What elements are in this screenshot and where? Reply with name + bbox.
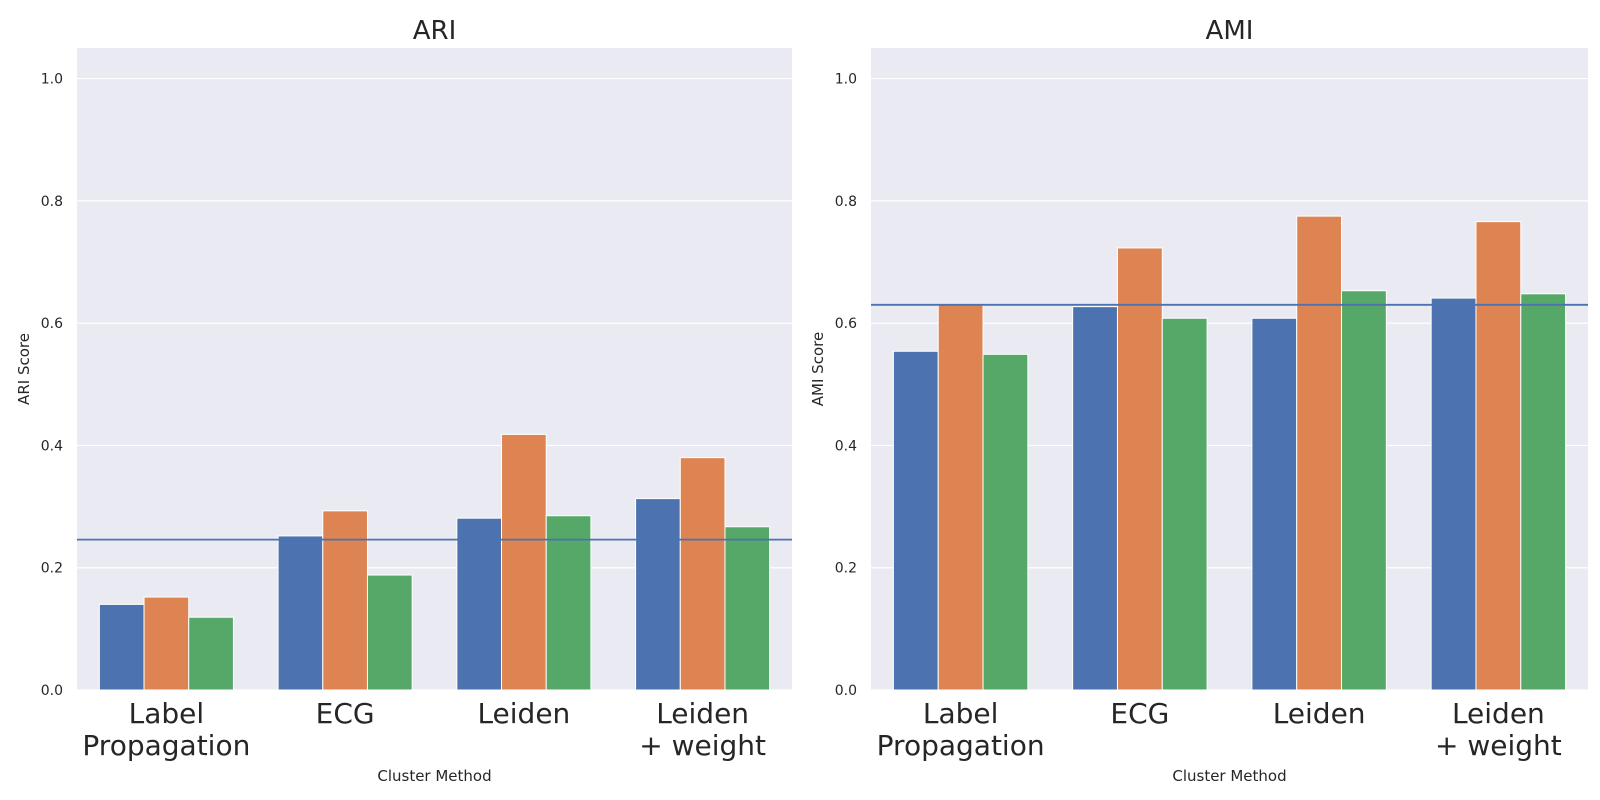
ari-x-tick-label: Leiden [477,697,570,730]
ami-bar-cat3-series1 [1475,221,1522,691]
ami-x-tick-label: Leiden + weight [1435,697,1562,762]
ari-y-tick-label: 0.6 [41,316,63,332]
ari-bar-cat1-series0 [277,535,324,691]
ari-bar-cat3-series0 [635,498,681,691]
ari-bar-cat0-series2 [188,616,234,691]
ari-bar-cat2-series2 [545,515,592,691]
ami-bar-cat2-series0 [1251,317,1298,691]
ami-bar-cat2-series1 [1296,215,1343,691]
ami-bar-cat1-series2 [1161,317,1208,691]
ami-bar-cat1-series1 [1116,247,1163,691]
ami-bar-cat0-series1 [937,304,984,691]
ami-y-tick-label: 0.0 [835,683,857,699]
ari-bar-cat2-series0 [456,517,503,691]
ari-y-tick-label: 0.4 [41,438,63,454]
ari-bar-cat0-series0 [98,603,145,691]
ami-chart-title: AMI [1206,16,1254,46]
ami-bar-cat0-series2 [982,353,1029,691]
ari-x-axis-label: Cluster Method [377,767,491,785]
ari-chart-title: ARI [413,16,457,46]
ami-y-tick-label: 0.6 [835,316,857,332]
ami-x-tick-label: Label Propagation [877,697,1045,762]
ari-x-tick-label: Leiden + weight [639,697,766,762]
ari-bar-cat2-series1 [501,433,547,691]
ari-x-tick-label: Label Propagation [82,697,250,762]
ari-chart-panel: 0.0 0.2 0.4 0.6 0.8 1.0 Label Propagation ECG Lei… [15,16,792,785]
ami-x-tick-label: Leiden [1273,697,1366,730]
ami-bar-cat1-series0 [1072,306,1118,691]
ami-bar-cat3-series0 [1430,297,1477,691]
ari-y-axis-label: ARI Score [15,333,33,405]
ami-x-tick-label: ECG [1110,697,1169,730]
ami-bar-cat3-series2 [1520,293,1567,691]
ari-y-tick-label: 0.0 [41,683,63,699]
ami-y-tick-label: 0.4 [835,438,857,454]
ari-y-tick-label: 0.8 [41,194,63,210]
ami-y-tick-label: 1.0 [835,72,857,88]
ari-bar-cat1-series2 [366,574,413,691]
ari-bar-cat3-series2 [724,526,771,691]
ari-bar-cat1-series1 [322,510,368,691]
ami-y-tick-label: 0.2 [835,561,857,577]
ami-y-tick-label: 0.8 [835,194,857,210]
ari-y-tick-label: 0.2 [41,561,63,577]
ami-chart-panel: 0.0 0.2 0.4 0.6 0.8 1.0 Label Propagation ECG Lei… [809,16,1588,785]
ami-bar-cat0-series0 [892,350,939,691]
ari-y-tick-label: 1.0 [41,72,63,88]
ari-bar-cat3-series1 [679,457,726,691]
ari-bar-cat0-series1 [143,596,190,691]
ami-x-axis-label: Cluster Method [1172,767,1286,785]
ami-bar-cat2-series2 [1341,290,1387,691]
ami-y-axis-label: AMI Score [809,332,827,406]
ari-x-tick-label: ECG [316,697,375,730]
